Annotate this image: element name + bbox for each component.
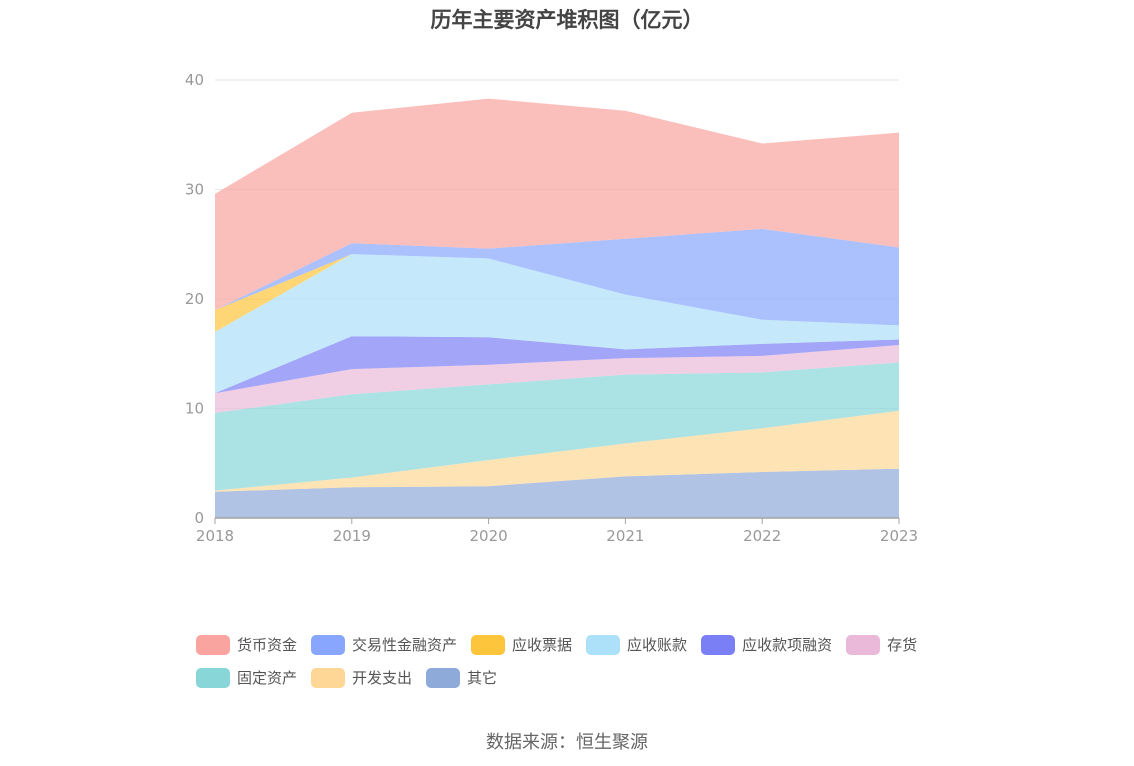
legend-row: 货币资金 交易性金融资产 应收票据 应收账款 应收款项融资 存货 <box>196 628 956 661</box>
legend-item[interactable]: 货币资金 <box>196 634 297 655</box>
area-series-0 <box>215 468 899 518</box>
x-tick-label: 2023 <box>880 527 918 545</box>
legend-label: 其它 <box>467 669 498 687</box>
legend-swatch <box>426 667 461 688</box>
legend-swatch <box>196 634 230 655</box>
y-tick-label: 20 <box>185 290 204 308</box>
area-series-2 <box>215 362 899 491</box>
legend-label: 交易性金融资产 <box>352 636 458 654</box>
legend-swatch <box>311 634 346 655</box>
area-series-3 <box>215 345 899 413</box>
area-series-1 <box>215 410 899 492</box>
y-tick-label: 30 <box>185 181 204 199</box>
x-tick-label: 2020 <box>470 527 508 545</box>
y-tick-label: 40 <box>185 71 204 89</box>
legend-swatch <box>196 667 230 688</box>
area-series-8 <box>215 98 899 310</box>
area-series-7 <box>215 228 899 326</box>
x-tick-label: 2018 <box>196 527 234 545</box>
legend-label: 存货 <box>887 636 918 654</box>
y-tick-label: 0 <box>194 509 204 527</box>
y-tick-label: 10 <box>185 400 204 418</box>
area-series <box>215 98 899 518</box>
legend-item[interactable]: 应收账款 <box>586 634 687 655</box>
x-tick-label: 2021 <box>606 527 644 545</box>
legend-item[interactable]: 其它 <box>426 667 497 688</box>
legend-item[interactable]: 开发支出 <box>311 667 412 688</box>
legend-swatch <box>311 667 346 688</box>
legend-item[interactable]: 应收款项融资 <box>701 634 832 655</box>
legend-item[interactable]: 应收票据 <box>471 634 572 655</box>
x-tick-label: 2019 <box>333 527 371 545</box>
x-tick-label: 2022 <box>743 527 781 545</box>
legend-swatch <box>846 634 881 655</box>
legend: 货币资金 交易性金融资产 应收票据 应收账款 应收款项融资 存货固定资产 开发支出 其它 <box>196 628 956 694</box>
legend-label: 开发支出 <box>352 669 413 687</box>
area-series-5 <box>215 254 899 394</box>
chart-title: 历年主要资产堆积图（亿元） <box>430 8 704 32</box>
legend-label: 应收款项融资 <box>742 636 833 654</box>
legend-swatch <box>586 634 621 655</box>
legend-item[interactable]: 存货 <box>846 634 917 655</box>
legend-swatch <box>471 634 506 655</box>
legend-label: 货币资金 <box>237 636 298 654</box>
data-source-note: 数据来源：恒生聚源 <box>486 732 648 753</box>
legend-label: 应收账款 <box>627 636 688 654</box>
legend-item[interactable]: 固定资产 <box>196 667 297 688</box>
axes: 0 10 20 30 40 2018 2019 2020 2021 2022 2023 <box>185 71 918 545</box>
area-series-4 <box>215 336 899 394</box>
legend-label: 应收票据 <box>512 636 573 654</box>
legend-item[interactable]: 交易性金融资产 <box>311 634 457 655</box>
legend-row: 固定资产 开发支出 其它 <box>196 661 956 694</box>
legend-swatch <box>701 634 736 655</box>
stacked-area-chart: 0 10 20 30 40 2018 2019 2020 2021 2022 2023 <box>185 71 918 545</box>
legend-label: 固定资产 <box>237 669 298 687</box>
